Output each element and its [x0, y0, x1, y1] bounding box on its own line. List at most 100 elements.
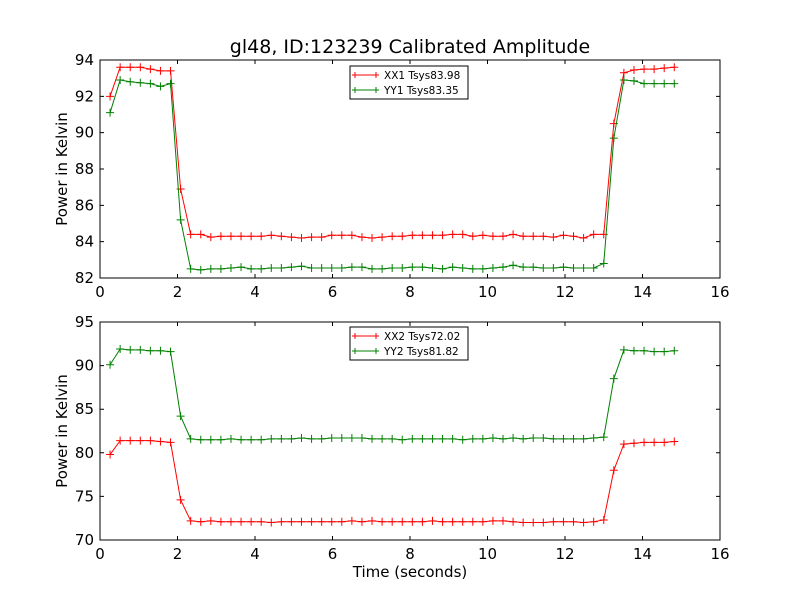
data-point [539, 264, 548, 273]
legend-marker [352, 72, 358, 78]
x-tick-label: 4 [250, 545, 260, 563]
legend-entry: YY2 Tsys81.82 [352, 346, 459, 358]
data-point [650, 347, 659, 356]
data-point [579, 434, 588, 443]
data-point [549, 233, 558, 242]
data-point [216, 264, 225, 273]
data-point [126, 77, 135, 86]
data-point [488, 232, 497, 241]
data-point [126, 436, 135, 445]
data-point [408, 263, 417, 272]
data-point [206, 264, 215, 273]
data-point [559, 434, 568, 443]
data-point [569, 232, 578, 241]
data-point [468, 264, 477, 273]
data-point [327, 517, 336, 526]
data-point [337, 264, 346, 273]
data-point [569, 517, 578, 526]
data-point [196, 517, 205, 526]
data-point [116, 345, 125, 354]
data-point [186, 516, 195, 525]
data-point [156, 437, 165, 446]
data-point [629, 65, 638, 74]
legend-entry: XX2 Tsys72.02 [352, 331, 460, 343]
data-point [599, 433, 608, 442]
data-point [196, 265, 205, 274]
data-point [297, 262, 306, 271]
data-point [216, 232, 225, 241]
data-point [327, 231, 336, 240]
data-point [378, 434, 387, 443]
x-tick-label: 4 [250, 283, 260, 301]
data-point [499, 516, 507, 525]
data-point [589, 264, 598, 273]
data-point [660, 64, 669, 73]
data-point [347, 231, 356, 240]
data-point [297, 517, 306, 526]
data-point [418, 434, 427, 443]
data-point [398, 232, 407, 241]
y-axis-label: Power in Kelvin [53, 112, 71, 226]
y-tick-label: 95 [75, 313, 94, 331]
y-tick-label: 92 [75, 87, 94, 105]
x-tick-label: 10 [478, 545, 497, 563]
x-axis-label: Time (seconds) [352, 563, 468, 581]
data-point [257, 232, 266, 241]
data-point [448, 517, 457, 526]
data-point [529, 433, 538, 442]
data-point [337, 231, 346, 240]
data-point [670, 63, 679, 72]
data-point [650, 79, 659, 88]
data-point [589, 230, 598, 239]
data-point [106, 360, 115, 369]
data-point [317, 434, 326, 443]
data-point [418, 263, 427, 272]
chart-title: gl48, ID:123239 Calibrated Amplitude [230, 36, 590, 58]
data-point [640, 79, 649, 88]
data-point [337, 517, 346, 526]
data-point [186, 434, 195, 443]
data-point [226, 517, 235, 526]
x-tick-label: 8 [405, 283, 415, 301]
data-point [146, 65, 155, 74]
data-point [136, 345, 145, 354]
data-point [609, 134, 618, 143]
legend-label: YY1 Tsys83.35 [383, 85, 459, 97]
data-point [357, 233, 366, 242]
data-point [458, 435, 467, 444]
data-point [569, 434, 578, 443]
data-point [247, 435, 256, 444]
data-point [186, 230, 195, 239]
legend-label: XX1 Tsys83.98 [384, 70, 460, 82]
data-point [529, 518, 538, 527]
data-point [216, 435, 225, 444]
data-point [368, 264, 377, 273]
data-point [297, 234, 306, 243]
data-point [519, 232, 528, 241]
data-point [176, 215, 185, 224]
data-point [438, 517, 447, 526]
data-point [428, 434, 437, 443]
y-tick-label: 80 [75, 444, 94, 462]
series-line [109, 79, 675, 271]
series-line [109, 440, 675, 524]
data-point [136, 78, 145, 87]
data-point [166, 347, 175, 356]
data-point [196, 435, 205, 444]
data-point [619, 75, 628, 84]
data-point [156, 66, 165, 75]
data-point [660, 79, 669, 88]
data-point [418, 231, 427, 240]
data-point [509, 230, 518, 239]
data-point [549, 517, 558, 526]
data-point [650, 65, 659, 74]
data-point [519, 434, 528, 443]
data-point [287, 263, 296, 272]
data-point [478, 264, 487, 273]
y-tick-label: 90 [75, 124, 94, 142]
data-point [619, 345, 628, 354]
data-point [438, 264, 447, 273]
data-point [368, 516, 377, 525]
y-tick-label: 86 [75, 196, 94, 214]
data-point [388, 517, 397, 526]
